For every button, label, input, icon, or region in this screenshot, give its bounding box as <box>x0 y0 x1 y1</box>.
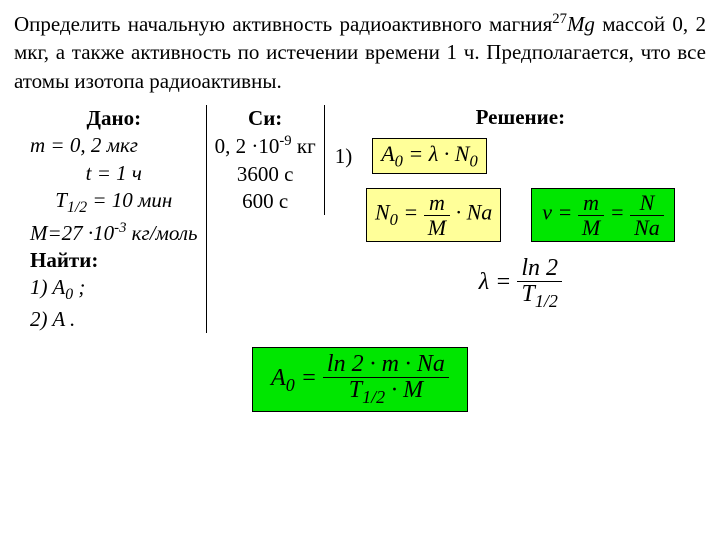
si-header: Си: <box>215 105 316 132</box>
final-formula-block: A0 = ln 2 · m · NaT1/2 · M <box>14 347 706 412</box>
solution-column: Решение: 1) A0 = λ · N0 N0 = mM · Na ν =… <box>325 105 706 310</box>
isotope-element: Mg <box>567 12 595 36</box>
si-halflife: 600 с <box>215 188 316 215</box>
si-column: Си: 0, 2 ·10-9 кг 3600 с 600 с <box>207 105 325 215</box>
si-t: 3600 с <box>215 161 316 188</box>
given-halflife: T1/2 = 10 мин <box>30 187 198 219</box>
formula-lambda: λ = ln 2T1/2 <box>335 256 706 311</box>
problem-statement: Определить начальную активность радиоакт… <box>14 10 706 95</box>
N0-nu-row: N0 = mM · Na ν = mM = NNa <box>335 188 706 241</box>
formula-A0: A0 = λ · N0 <box>372 138 487 174</box>
find-2: 2) A . <box>30 306 198 333</box>
given-m: m = 0, 2 мкг <box>30 132 198 159</box>
find-1: 1) A0 ; <box>30 274 198 306</box>
formula-N0: N0 = mM · Na <box>366 188 501 241</box>
formula-nu: ν = mM = NNa <box>531 188 675 241</box>
problem-line1: Определить начальную активность радиоакт… <box>14 12 552 36</box>
si-m: 0, 2 ·10-9 кг <box>215 132 316 160</box>
step-1-label: 1) <box>335 144 353 169</box>
given-molar: М=27 ·10-3 кг/моль <box>30 219 198 247</box>
solution-header: Решение: <box>335 105 706 130</box>
isotope-mass: 27 <box>552 11 567 27</box>
find-header: Найти: <box>30 247 198 274</box>
given-t: t = 1 ч <box>30 160 198 187</box>
given-column: Дано: m = 0, 2 мкг t = 1 ч T1/2 = 10 мин… <box>14 105 207 333</box>
given-header: Дано: <box>30 105 198 132</box>
work-area: Дано: m = 0, 2 мкг t = 1 ч T1/2 = 10 мин… <box>14 105 706 333</box>
step-1-row: 1) A0 = λ · N0 <box>335 138 706 174</box>
formula-A0-final: A0 = ln 2 · m · NaT1/2 · M <box>252 347 468 412</box>
